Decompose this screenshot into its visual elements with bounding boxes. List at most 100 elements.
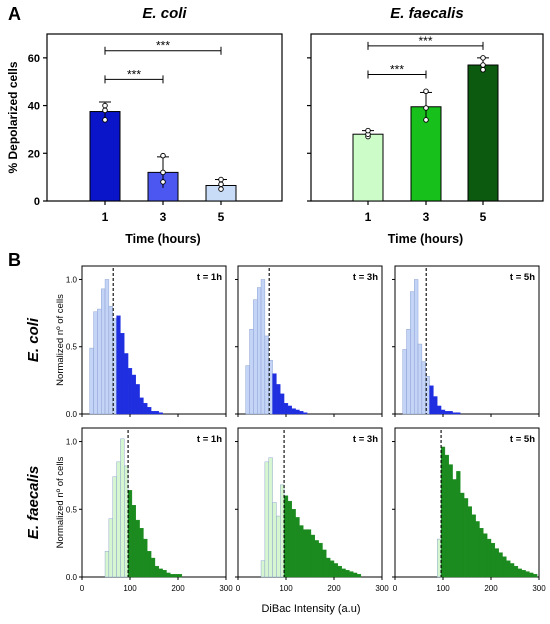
histogram-bar [402,349,407,415]
x-tick-label: 100 [123,584,137,593]
histogram-bar [345,570,350,578]
histogram-bar [471,514,476,578]
histogram-bar [173,574,179,578]
histogram-bar [139,528,144,578]
histogram-bar [283,403,289,415]
histogram-bar [440,446,446,578]
data-point [218,186,224,192]
histogram-bar [299,525,304,578]
x-axis-label: Time (hours) [388,232,463,246]
data-point [423,105,429,111]
histogram-bar [318,542,323,578]
histogram-bar [498,552,503,578]
histogram-bar [97,308,102,415]
histogram-bar [303,412,308,415]
histogram-bar [150,411,156,415]
histogram-bar [456,471,461,578]
histogram-bar [143,538,148,578]
histogram-bar [147,407,152,415]
histogram-bar [299,411,304,415]
y-tick-label: 20 [28,148,40,160]
x-tick-label: 3 [160,210,167,224]
histogram-bar [158,412,163,415]
histogram-bar [417,343,423,415]
data-point [160,179,166,185]
histogram-bar [89,347,94,415]
histogram-bar [291,408,296,415]
histogram-bar [314,540,319,578]
histogram-bar [276,515,281,578]
histogram-bar [467,506,472,578]
plot-frame [81,427,227,578]
histogram-bar [353,572,358,578]
y-tick-label: 0.5 [66,505,78,514]
x-tick-label: 200 [171,584,185,593]
histogram-bar [162,570,167,578]
histogram-bar [154,565,160,578]
histogram-bar [264,461,269,578]
histogram-bar [120,438,125,578]
histogram-bar [245,365,250,415]
histogram-bar [295,409,300,415]
histogram-bar [429,385,434,415]
histogram-bar [456,412,461,415]
histogram-bar [444,411,449,415]
histogram-bar [100,288,106,415]
histogram-bar [460,492,465,578]
time-label: t = 3h [353,434,378,445]
histogram-bar [104,279,110,415]
histogram-bar [131,505,136,578]
y-tick-label: 1.0 [66,438,78,447]
histogram-bar [268,457,273,578]
panel-letter-a: A [8,4,21,24]
data-point [480,67,486,73]
bar [89,111,121,202]
chart-title: E. faecalis [390,5,463,22]
histogram-bar [502,556,507,578]
histogram-bar [260,560,266,578]
x-tick-label: 100 [436,584,450,593]
histogram-bar [303,529,308,578]
histogram-bar [437,405,442,415]
data-point [102,102,108,109]
histogram-bar [333,563,339,578]
histogram-bar [154,411,160,415]
histogram-bar [108,306,113,415]
histogram-bar [283,495,289,578]
histogram-bar [494,548,499,578]
y-tick-label: 0.0 [66,410,78,419]
histogram-bar [510,563,515,578]
y-tick-label: 0.5 [66,343,78,352]
histogram-bar [127,490,133,578]
y-tick-label: 0.0 [66,573,78,582]
y-tick-label: 1.0 [66,275,78,284]
histogram-bar [272,373,277,415]
data-point [218,181,224,188]
histogram-bar [127,368,133,415]
histogram-bar [135,519,140,578]
histogram-bar [272,502,277,578]
histogram-bar [310,534,315,578]
bar [467,64,499,202]
time-label: t = 1h [197,272,222,283]
data-point [218,176,224,183]
x-tick-label: 300 [375,584,389,593]
time-label: t = 3h [353,272,378,283]
histogram-bar [341,568,346,578]
histogram-bar [104,551,110,578]
histogram-bar [448,411,453,415]
histogram-bar [506,560,511,578]
histogram-bar [525,571,530,578]
x-tick-label: 200 [484,584,498,593]
histogram-bar [131,374,136,415]
histogram-bar [513,565,519,578]
histogram-bar [444,454,449,578]
bar [352,133,384,202]
histogram-bar [150,557,156,578]
histogram-bar [112,476,117,578]
histogram-bar [264,335,269,415]
histogram-bar [410,291,415,415]
histogram-bar [147,551,152,578]
histogram-bar [452,412,457,415]
